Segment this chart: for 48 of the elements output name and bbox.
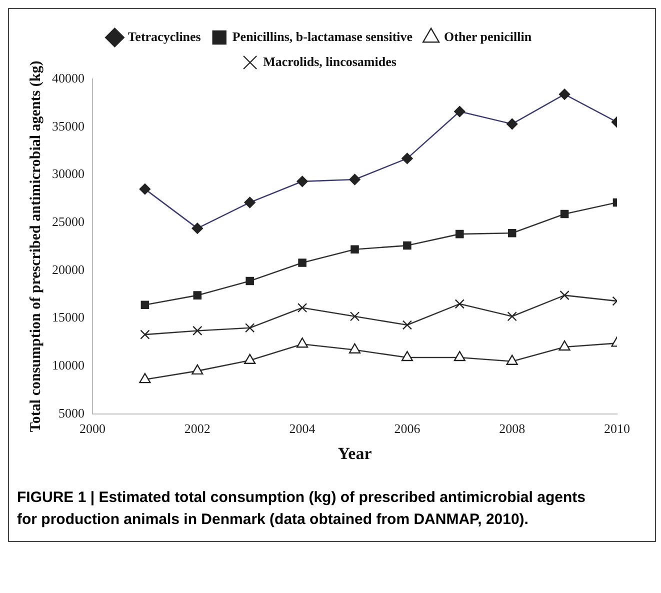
- point: [454, 299, 464, 309]
- point: [192, 364, 204, 375]
- x-tick-label: 2010: [604, 421, 630, 436]
- point: [506, 354, 518, 365]
- legend-label: Macrolids, lincosamides: [263, 54, 396, 69]
- x-tick-label: 2004: [289, 421, 316, 436]
- caption: FIGURE 1 | Estimated total consumption (kg) of prescribed antimicrobial agents for production animals in Denmark (data obtained from DANMAP, 2010).: [17, 488, 586, 530]
- point: [507, 312, 517, 322]
- point: [350, 245, 359, 254]
- point: [402, 320, 412, 330]
- x-tick-label: 2008: [499, 421, 526, 436]
- y-tick-label: 20000: [52, 262, 84, 277]
- legend-label: Penicillins, b-lactamase sensitive: [232, 28, 413, 44]
- point: [298, 258, 306, 267]
- y-tick-label: 40000: [52, 70, 84, 86]
- point: [140, 330, 150, 340]
- x-tick-label: 2002: [184, 421, 210, 436]
- legend-label: Tetracyclines: [128, 28, 201, 44]
- y-tick-label: 30000: [52, 166, 84, 182]
- point: [245, 323, 255, 333]
- point: [403, 241, 412, 250]
- point: [454, 350, 466, 362]
- y-tick-label: 15000: [52, 310, 84, 325]
- point: [508, 228, 516, 238]
- x-tick-label: 2000: [80, 421, 106, 436]
- point: [401, 350, 413, 362]
- y-axis-title: Total consumption of prescribed antimicrobial agents (kg): [28, 60, 44, 432]
- legend-label: Other penicillin: [444, 28, 532, 44]
- y-tick-label: 35000: [52, 118, 84, 134]
- point: [558, 340, 570, 351]
- point: [350, 312, 360, 322]
- point: [192, 326, 202, 336]
- point: [193, 291, 202, 300]
- point: [560, 290, 570, 300]
- point: [296, 338, 308, 348]
- x-axis-title: Year: [338, 444, 372, 464]
- point: [244, 354, 256, 364]
- point: [139, 372, 151, 384]
- y-tick-label: 5000: [58, 405, 84, 420]
- y-tick-label: 10000: [52, 358, 84, 373]
- point: [456, 230, 464, 238]
- point: [560, 210, 569, 218]
- x-tick-label: 2006: [394, 421, 421, 436]
- point: [297, 302, 308, 313]
- y-tick-label: 25000: [52, 214, 84, 229]
- point: [246, 276, 254, 286]
- point: [348, 343, 361, 354]
- point: [140, 300, 150, 310]
